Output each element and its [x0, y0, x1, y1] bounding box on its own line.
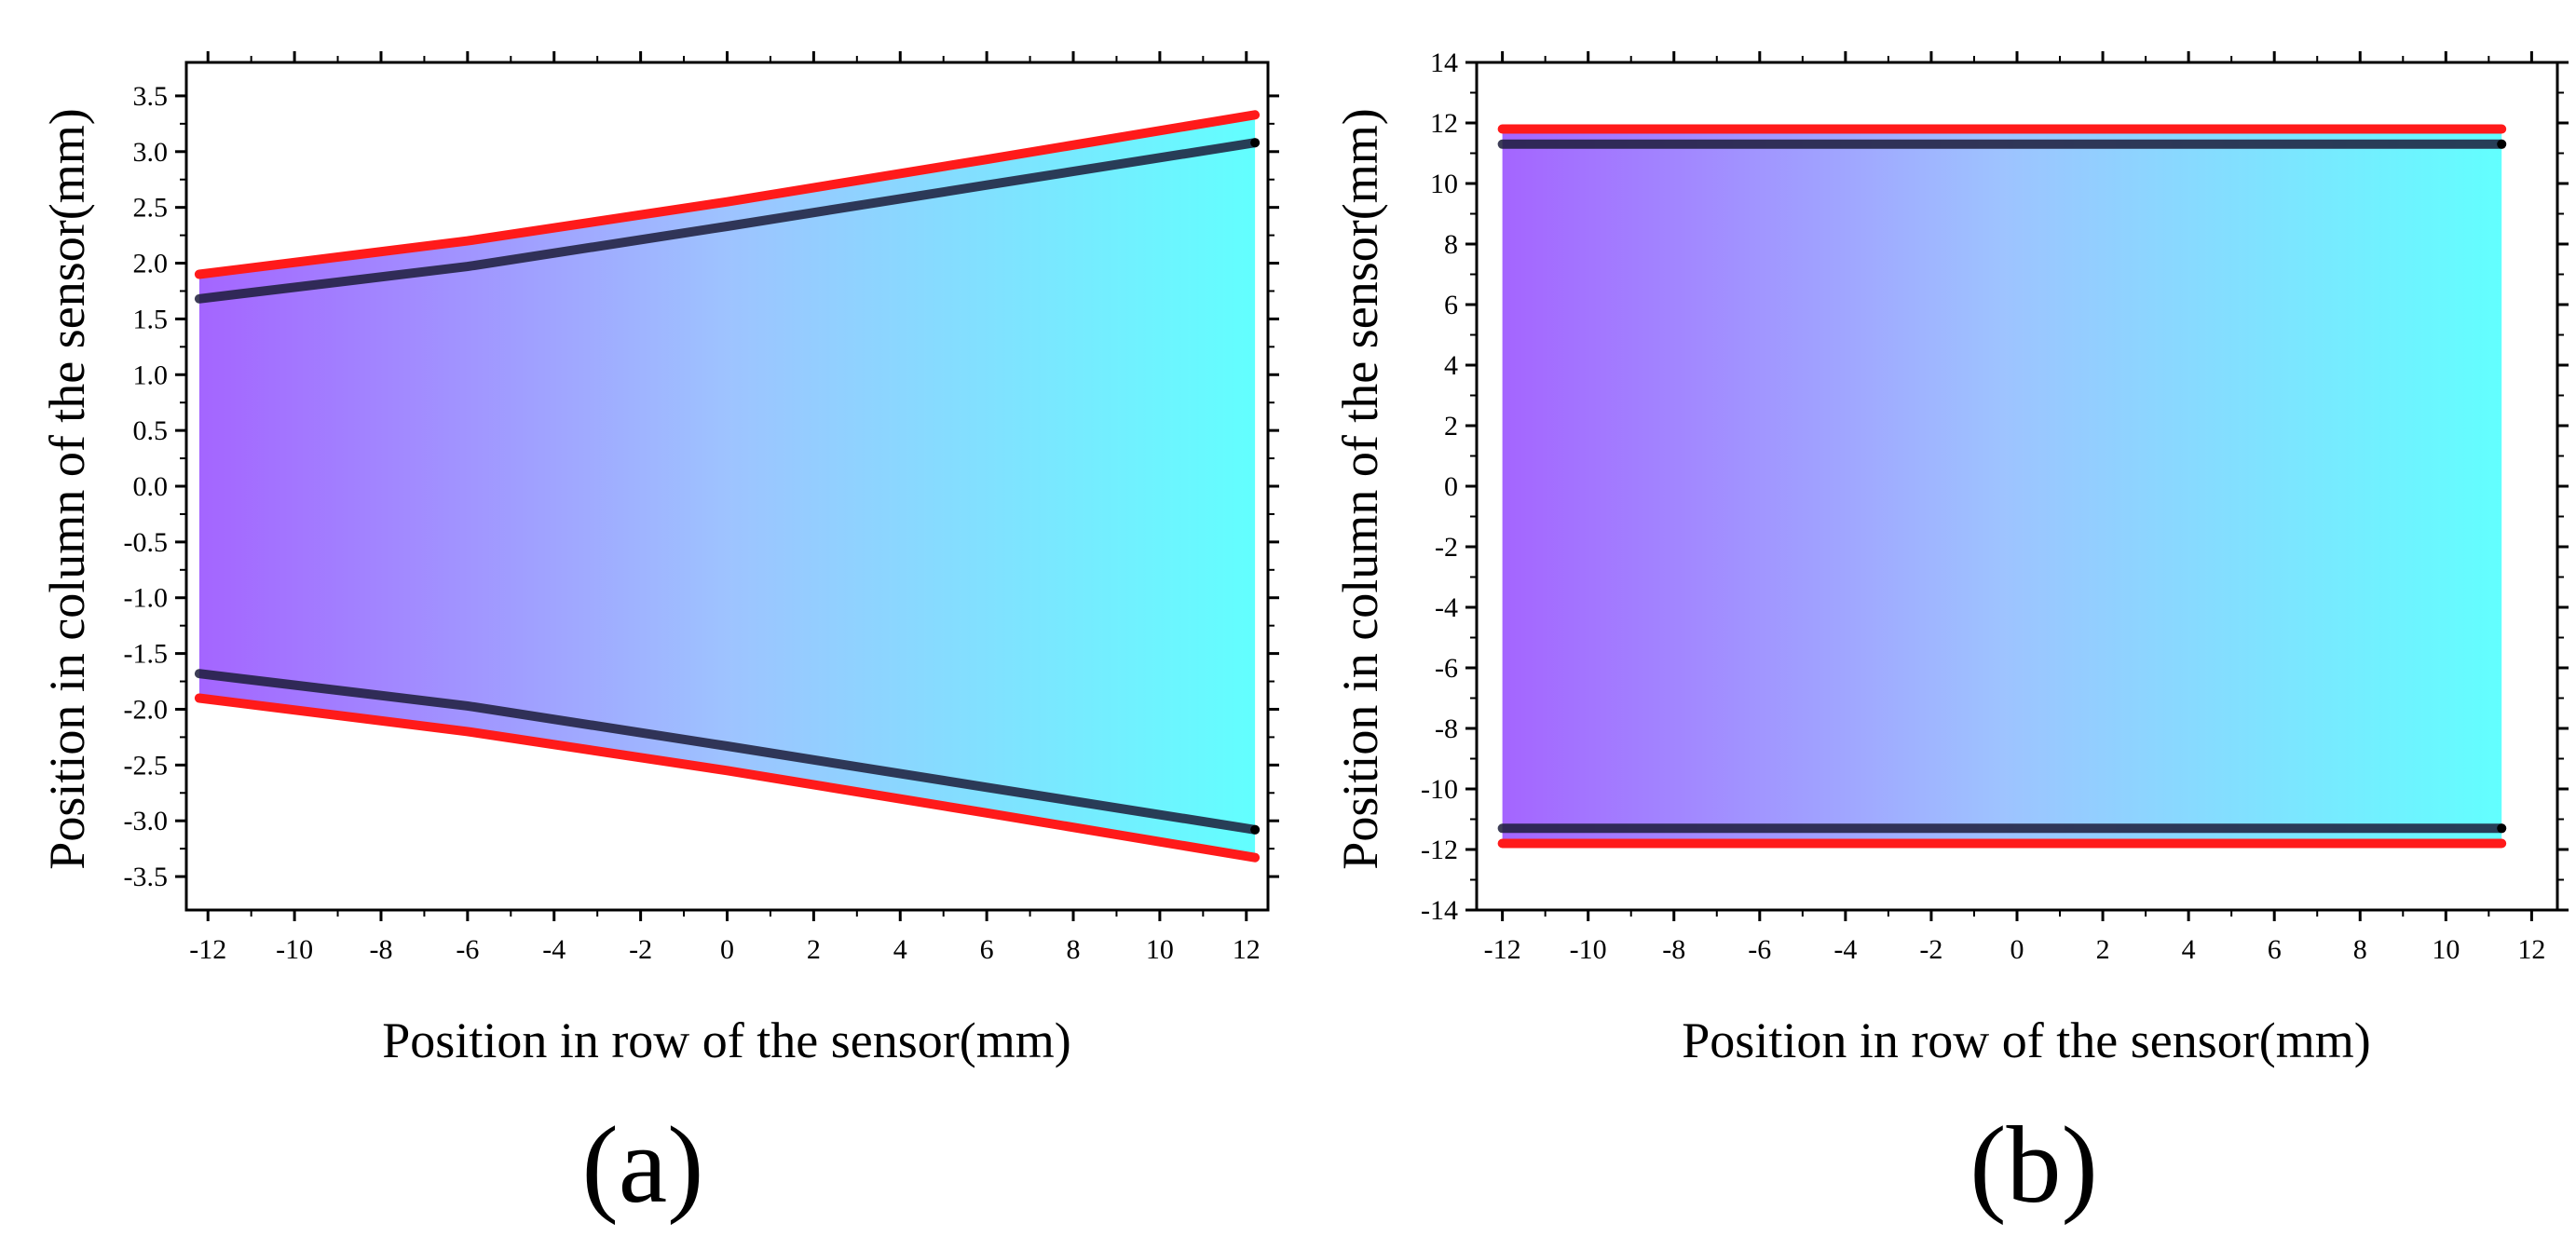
- x-tick-label: -4: [1833, 934, 1857, 965]
- x-tick-label: -2: [1919, 934, 1942, 965]
- y-tick-label: -12: [1421, 835, 1458, 865]
- x-tick-label: -6: [1748, 934, 1771, 965]
- y-tick-label: -4: [1435, 592, 1458, 623]
- x-tick-label: -10: [1570, 934, 1607, 965]
- series-end-point-2: [2497, 823, 2507, 834]
- series-end-point-1: [1250, 138, 1261, 148]
- x-tick-label: 0: [2010, 934, 2024, 965]
- x-tick-label: 10: [1146, 934, 1174, 965]
- x-tick-label: 10: [2432, 934, 2460, 965]
- x-tick-label: -4: [542, 934, 566, 965]
- x-tick-label: 8: [2353, 934, 2367, 965]
- panel-label-a: (a): [582, 1104, 704, 1226]
- x-tick-label: 12: [2517, 934, 2545, 965]
- panel-label-b: (b): [1969, 1104, 2098, 1226]
- axes-a: -12 -10 -8 -6 -4 -2 0 2 4 6 8 10 12 3.5 3.0 2.5 2.0 1.5 1.…: [124, 51, 1279, 965]
- x-tick-label: -2: [629, 934, 652, 965]
- x-tick-label: 0: [720, 934, 734, 965]
- chart-panel-a: -12 -10 -8 -6 -4 -2 0 2 4 6 8 10 12 3.5 3.0 2.5 2.0 1.5 1.…: [39, 51, 1279, 1226]
- y-tick-label: 14: [1430, 48, 1458, 78]
- x-tick-label: -12: [1484, 934, 1521, 965]
- y-tick-label: 10: [1430, 169, 1458, 199]
- series-line-1: [194, 138, 1261, 304]
- y-tick-label: -0.5: [124, 527, 169, 558]
- y-tick-label: 2.5: [133, 193, 169, 224]
- y-tick-label: 3.5: [133, 81, 169, 112]
- series-end-point-1: [2497, 139, 2507, 149]
- axes-b: -12 -10 -8 -6 -4 -2 0 2 4 6 8 10 12 14 12 10 8 6 4 2 0 -2 -4 -6…: [1421, 48, 2569, 965]
- x-axis-title-a: Position in row of the sensor(mm): [382, 1012, 1070, 1068]
- y-tick-label: 1.0: [133, 360, 169, 390]
- y-tick-label: -8: [1435, 713, 1458, 744]
- y-tick-label: 6: [1444, 290, 1458, 320]
- x-tick-label: 2: [2096, 934, 2110, 965]
- y-tick-label: -2.5: [124, 750, 169, 781]
- chart-panel-b: -12 -10 -8 -6 -4 -2 0 2 4 6 8 10 12 14 12 10 8 6 4 2 0 -2 -4 -6…: [1332, 48, 2569, 1226]
- x-tick-label: 4: [893, 934, 907, 965]
- y-tick-label: -3.0: [124, 806, 169, 836]
- y-tick-label: 8: [1444, 229, 1458, 260]
- y-axis-title-a: Position in column of the sensor(mm): [39, 108, 95, 869]
- y-tick-label: 2.0: [133, 249, 169, 279]
- y-tick-label: -2: [1435, 532, 1458, 563]
- plot-area-a: [194, 110, 1261, 863]
- plot-area-b: [1497, 124, 2507, 849]
- x-tick-label: -6: [456, 934, 479, 965]
- y-axis-title-b: Position in column of the sensor(mm): [1332, 108, 1388, 869]
- y-tick-label: 0.0: [133, 471, 169, 502]
- y-tick-label: 4: [1444, 350, 1458, 381]
- series-line-3: [194, 693, 1261, 863]
- y-tick-label: -1.0: [124, 583, 169, 614]
- y-tick-label: 1.5: [133, 304, 169, 334]
- x-tick-label: 6: [2268, 934, 2282, 965]
- x-tick-label: 6: [980, 934, 994, 965]
- x-tick-label: -8: [1662, 934, 1685, 965]
- y-tick-label: -1.5: [124, 639, 169, 670]
- y-tick-label: 0: [1444, 471, 1458, 502]
- y-tick-label: 3.0: [133, 137, 169, 168]
- x-tick-label: 2: [807, 934, 821, 965]
- y-tick-label: 2: [1444, 411, 1458, 442]
- y-tick-label: -10: [1421, 774, 1458, 805]
- y-tick-label: -3.5: [124, 862, 169, 892]
- x-axis-title-b: Position in row of the sensor(mm): [1682, 1012, 2370, 1068]
- y-tick-label: 0.5: [133, 415, 169, 446]
- x-tick-label: 8: [1067, 934, 1081, 965]
- series-line-0: [194, 110, 1261, 279]
- y-tick-label: -6: [1435, 653, 1458, 684]
- x-tick-label: 12: [1233, 934, 1261, 965]
- series-line-2: [194, 669, 1261, 835]
- x-tick-label: -8: [369, 934, 392, 965]
- x-tick-label: -10: [276, 934, 313, 965]
- x-tick-label: -12: [189, 934, 226, 965]
- gradient-fill-region: [198, 115, 1256, 858]
- y-tick-label: 12: [1430, 108, 1458, 139]
- y-tick-label: -2.0: [124, 694, 169, 725]
- series-end-point-2: [1250, 824, 1261, 835]
- y-tick-label: -14: [1421, 895, 1458, 926]
- gradient-fill-region: [1502, 129, 2502, 844]
- x-tick-label: 4: [2182, 934, 2196, 965]
